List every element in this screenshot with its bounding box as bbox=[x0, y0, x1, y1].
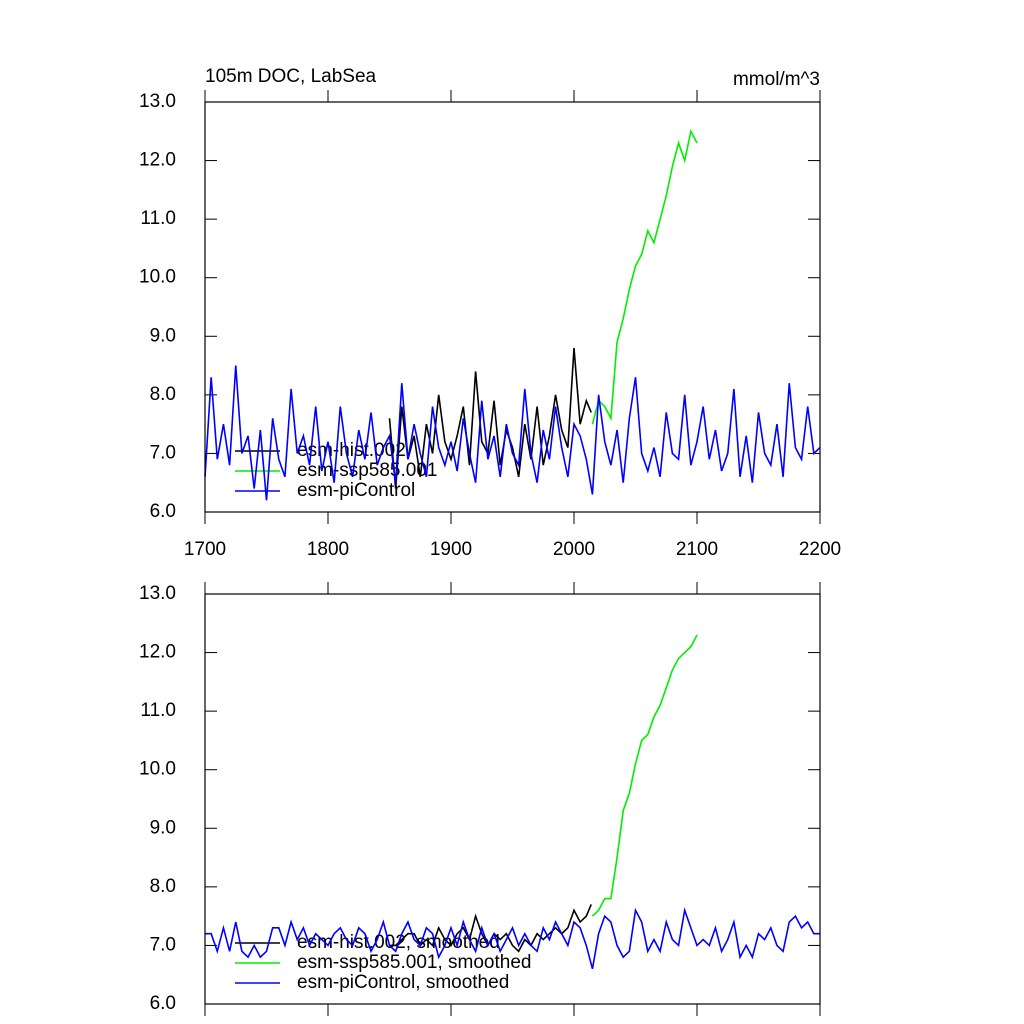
series-line bbox=[591, 128, 698, 425]
units-label: mmol/m^3 bbox=[733, 69, 820, 90]
y-tick-label: 6.0 bbox=[150, 993, 176, 1014]
series-line bbox=[591, 634, 698, 917]
y-tick-label: 13.0 bbox=[139, 91, 176, 112]
y-tick-label: 9.0 bbox=[150, 325, 176, 346]
legend-label: esm-ssp585.001, smoothed bbox=[297, 952, 531, 973]
series-line bbox=[388, 347, 592, 489]
legend-label: esm-ssp585.001 bbox=[297, 460, 437, 481]
chart-title: 105m DOC, LabSea bbox=[205, 66, 377, 87]
series-line bbox=[205, 907, 820, 970]
y-tick-label: 7.0 bbox=[150, 934, 176, 955]
y-tick-label: 7.0 bbox=[150, 442, 176, 463]
x-tick-label: 2100 bbox=[676, 539, 718, 560]
y-tick-label: 11.0 bbox=[140, 700, 176, 721]
y-tick-label: 9.0 bbox=[150, 817, 176, 838]
plot-frame bbox=[204, 101, 821, 513]
y-tick-label: 10.0 bbox=[139, 267, 176, 288]
y-tick-label: 12.0 bbox=[139, 642, 176, 663]
y-tick-label: 13.0 bbox=[139, 583, 176, 604]
series-line bbox=[204, 365, 821, 501]
y-tick-label: 12.0 bbox=[139, 150, 176, 171]
y-tick-label: 11.0 bbox=[140, 208, 176, 229]
legend-label: esm-piControl, smoothed bbox=[297, 972, 509, 993]
x-tick-label: 2200 bbox=[799, 539, 841, 560]
y-tick-label: 10.0 bbox=[139, 759, 176, 780]
x-tick-label: 1900 bbox=[430, 539, 472, 560]
legend-label: esm-hist.002 bbox=[297, 440, 406, 461]
y-tick-label: 6.0 bbox=[150, 501, 176, 522]
y-tick-label: 8.0 bbox=[150, 876, 176, 897]
legend-label: esm-piControl bbox=[297, 480, 415, 501]
x-tick-label: 1700 bbox=[184, 539, 226, 560]
plot-frame bbox=[204, 593, 821, 1005]
x-tick-label: 2000 bbox=[553, 539, 595, 560]
x-tick-label: 1800 bbox=[307, 539, 349, 560]
y-tick-label: 8.0 bbox=[150, 384, 176, 405]
